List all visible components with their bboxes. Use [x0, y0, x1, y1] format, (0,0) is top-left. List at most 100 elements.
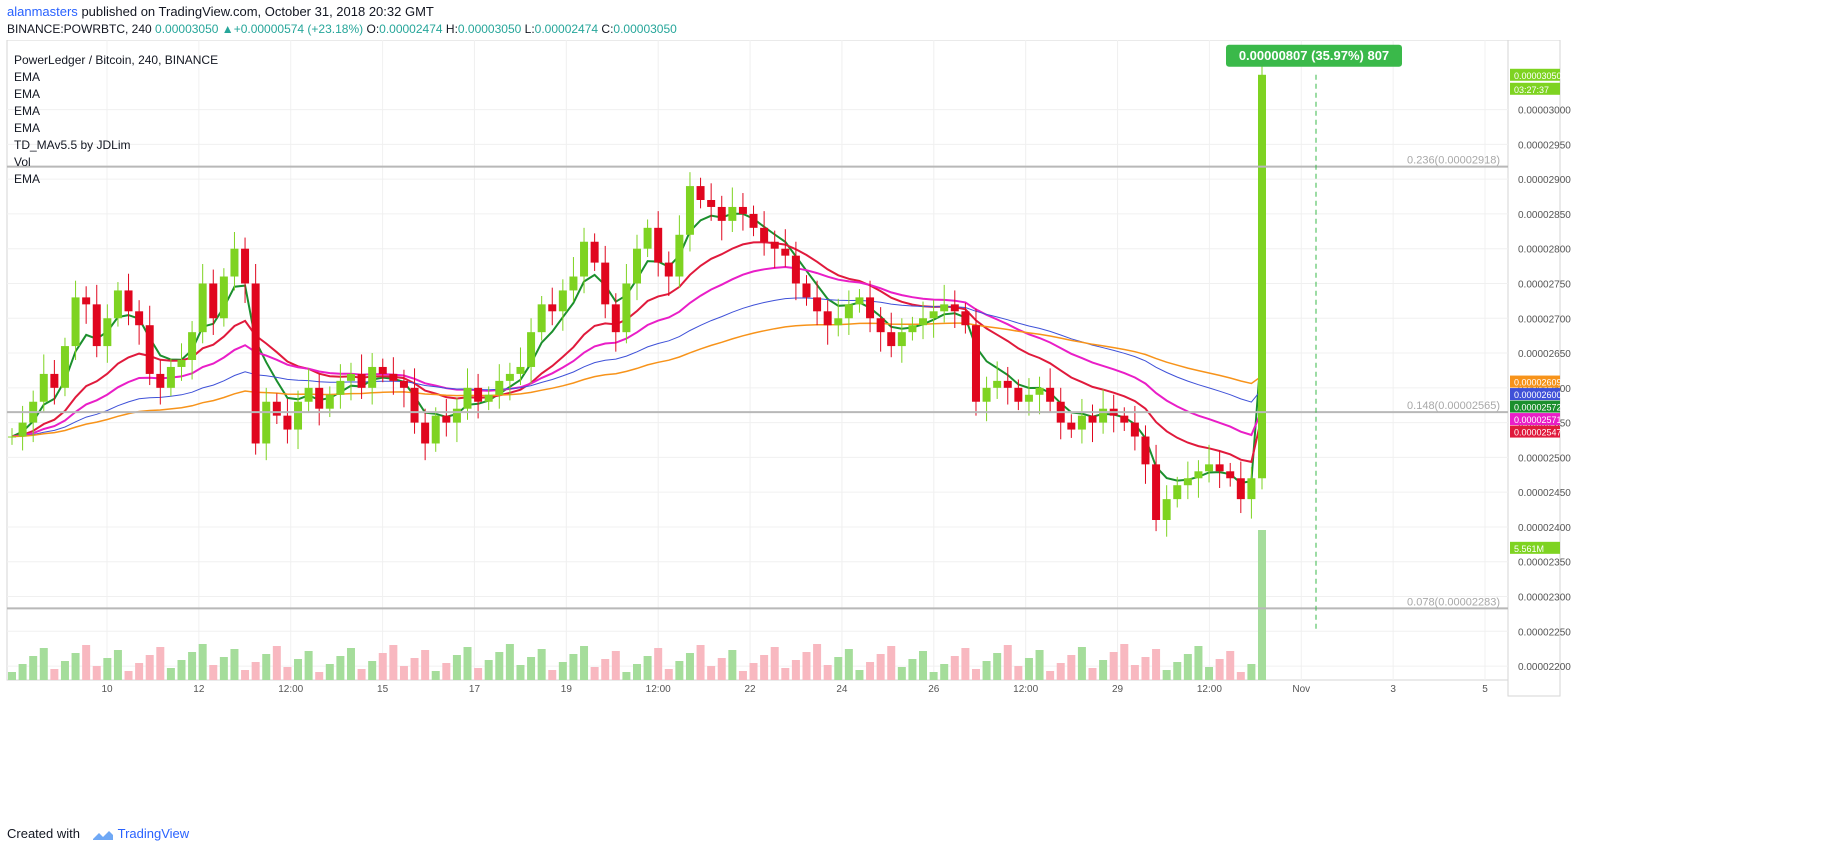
volume-bar	[961, 648, 970, 680]
price-tag-label: 0.00002600	[1514, 390, 1562, 400]
volume-bar	[474, 668, 483, 680]
volume-bar	[1130, 665, 1139, 680]
candle-body	[717, 206, 726, 221]
volume-bar	[876, 654, 885, 680]
candle-body	[1088, 415, 1097, 423]
volume-bar	[135, 663, 144, 680]
volume-bar	[717, 658, 726, 680]
legend-item[interactable]: EMA	[14, 172, 41, 186]
x-tick-label: 19	[561, 684, 573, 695]
volume-bar	[1109, 652, 1118, 680]
candle-body	[294, 401, 303, 430]
candle-body	[357, 373, 366, 388]
price-chart[interactable]: 0.00002200 0.00002250 0.00002300 0.00002350…	[0, 40, 1828, 820]
author-link[interactable]: alanmasters	[7, 4, 78, 19]
volume-bar	[325, 664, 334, 680]
volume-bar	[728, 650, 737, 680]
ema-line	[11, 241, 1263, 464]
volume-bar	[495, 652, 504, 680]
volume-bar	[92, 666, 101, 680]
candle-body	[1162, 499, 1171, 520]
candle-body	[1120, 415, 1129, 423]
volume-bar	[940, 664, 949, 680]
candle-body	[770, 241, 779, 249]
ema-line	[11, 265, 1263, 438]
volume-bar	[1046, 671, 1055, 680]
candle-body	[982, 387, 991, 402]
y-tick-label: 0.00002200	[1518, 662, 1571, 673]
x-tick-label: 26	[928, 684, 940, 695]
volume-bar	[230, 649, 239, 680]
volume-bar	[685, 653, 694, 680]
candle-body	[304, 387, 313, 402]
candle-body	[971, 325, 980, 402]
volume-bar	[304, 651, 313, 680]
x-tick-label: 3	[1390, 684, 1396, 695]
price-tag-label: 0.00002572	[1514, 403, 1562, 413]
legend-item[interactable]: EMA	[14, 104, 41, 118]
price-axis-frame	[1507, 40, 1561, 697]
measure-label: 0.00000807 (35.97%) 807	[1239, 48, 1389, 63]
candle-body	[60, 346, 69, 388]
ema-line	[11, 322, 1263, 438]
y-tick-label: 0.00002900	[1518, 175, 1571, 186]
candle-body	[1003, 380, 1012, 388]
candle-body	[399, 380, 408, 388]
candle-body	[495, 380, 504, 395]
candle-body	[230, 248, 239, 277]
volume-bar	[971, 669, 980, 680]
legend-item[interactable]: Vol	[14, 155, 31, 169]
volume-bar	[399, 666, 408, 680]
volume-bar	[198, 644, 207, 680]
candle-body	[378, 366, 387, 374]
legend-item[interactable]: EMA	[14, 87, 41, 101]
y-tick-label: 0.00002400	[1518, 523, 1571, 534]
candle-body	[1099, 408, 1108, 423]
volume-bar	[1099, 660, 1108, 680]
volume-bar	[113, 650, 122, 680]
volume-bar	[1035, 650, 1044, 680]
volume-bar	[611, 651, 620, 680]
candle-body	[1226, 471, 1235, 479]
close-value: 0.00003050	[613, 22, 677, 36]
candle-body	[696, 186, 705, 200]
candle-body	[664, 262, 673, 277]
high-label: H:	[445, 22, 458, 36]
volume-bar	[283, 667, 292, 680]
legend-item[interactable]: EMA	[14, 70, 41, 84]
candle-body	[272, 401, 281, 416]
volume-bar	[791, 660, 800, 680]
volume-bar	[463, 647, 472, 680]
candle-body	[1014, 387, 1023, 402]
candle-body	[685, 186, 694, 235]
candle-body	[791, 255, 800, 284]
volume-bar	[834, 657, 843, 680]
candle-body	[474, 387, 483, 402]
volume-bar	[993, 653, 1002, 680]
candle-body	[1258, 74, 1266, 479]
fib-level-label: 0.236(0.00002918)	[1407, 155, 1500, 167]
volume-bar	[897, 667, 906, 680]
candle-body	[505, 373, 514, 381]
legend-item[interactable]: TD_MAv5.5 by JDLim	[14, 138, 131, 152]
volume-bar	[823, 665, 832, 680]
legend-item[interactable]: EMA	[14, 121, 41, 135]
volume-bar	[505, 644, 514, 680]
candle-body	[940, 304, 949, 312]
x-tick-label: 12:00	[1013, 684, 1038, 695]
volume-bar	[1194, 646, 1203, 680]
price-tag-label: 0.00002547	[1514, 428, 1562, 438]
volume-bar	[929, 672, 938, 680]
candle-body	[336, 380, 345, 395]
candle-body	[622, 283, 631, 333]
volume-bar	[219, 657, 228, 680]
tradingview-link[interactable]: TradingView	[117, 826, 190, 841]
fib-level-label: 0.148(0.00002565)	[1407, 400, 1500, 412]
candle-body	[1077, 415, 1086, 430]
candle-body	[580, 241, 589, 277]
x-tick-label: 15	[377, 684, 389, 695]
volume-bar	[1236, 672, 1245, 680]
candle-body	[463, 387, 472, 409]
candle-body	[368, 366, 377, 388]
up-triangle-icon: ▲	[221, 22, 234, 36]
